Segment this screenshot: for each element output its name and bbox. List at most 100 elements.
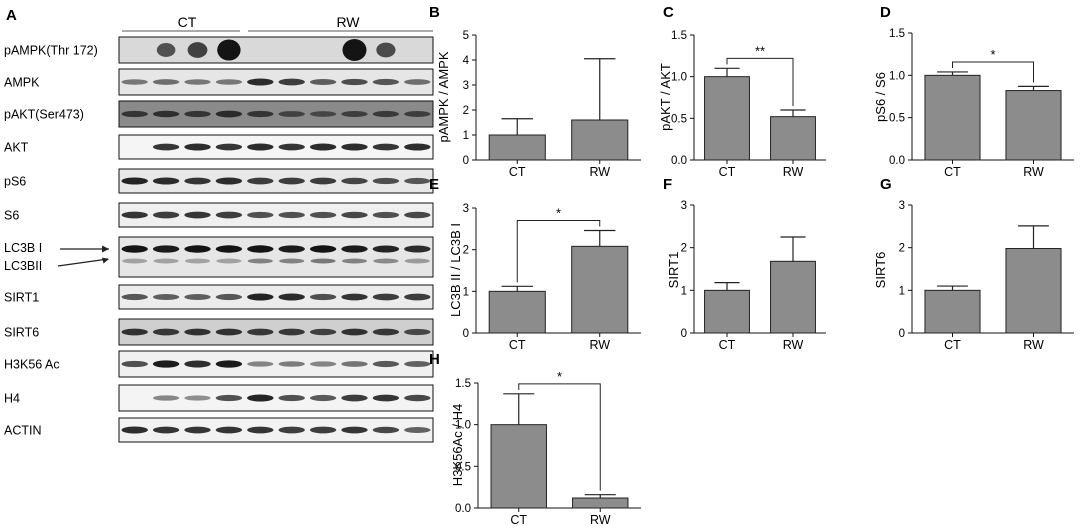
blot-band: [121, 426, 148, 434]
y-tick-label: 0.0: [671, 155, 687, 167]
blot-band-lower: [404, 258, 430, 264]
blot-band: [278, 426, 305, 434]
blot-strip: [118, 236, 434, 278]
bar: [924, 74, 981, 161]
blot-band: [404, 143, 431, 151]
chart-d: D 0.0 0.5 1.0 1.5 pS6 / S6 CT RW *: [873, 4, 1074, 179]
western-blot-panel: A CT RW pAMPK(Thr 172) AMPK pAKT(Ser473) AKT p…: [4, 7, 434, 443]
x-tick-label: RW: [783, 338, 804, 352]
y-tick-label: 1.0: [889, 70, 905, 82]
panel-letter-a: A: [6, 7, 17, 24]
blot-band: [152, 211, 180, 219]
blot-band: [372, 245, 400, 253]
chart-b: B 0 1 2 3 4 5 pAMPK / AMPK CT RW: [429, 4, 641, 179]
significance-bracket: [726, 57, 794, 106]
significance-label: **: [755, 43, 765, 58]
blot-band: [372, 211, 400, 219]
bar: [1005, 90, 1062, 161]
y-tick-label: 1: [681, 285, 687, 297]
blot-band: [184, 177, 211, 185]
bar: [924, 289, 981, 334]
blot-band: [247, 177, 274, 185]
blot-band: [372, 177, 400, 185]
blot-band: [341, 111, 368, 117]
y-tick-label: 2: [463, 105, 469, 117]
blot-band: [215, 426, 243, 434]
y-tick-label: 0: [681, 328, 687, 340]
blot-band: [309, 111, 337, 117]
blot-band-lower: [279, 258, 305, 264]
chart-g: G 0 1 2 3 SIRT6 CT RW: [873, 176, 1074, 352]
significance-bracket: [516, 220, 601, 283]
bar: [488, 134, 546, 161]
blot-label: S6: [4, 209, 19, 223]
panel-letter: D: [880, 4, 891, 21]
blot-label: pAMPK(Thr 172): [4, 44, 98, 58]
panel-letter: F: [663, 176, 672, 193]
bar: [704, 289, 750, 334]
blot-band: [152, 143, 180, 151]
y-tick-label: 1.5: [455, 378, 471, 390]
blot-band: [152, 294, 180, 300]
blot-band: [372, 78, 400, 86]
arrow-head: [102, 245, 109, 253]
group-label-rw: RW: [336, 14, 360, 30]
x-tick-label: CT: [510, 513, 527, 526]
y-tick-label: 1.5: [671, 30, 687, 42]
bar: [490, 424, 547, 509]
y-tick-label: 2: [681, 243, 687, 255]
blot-band: [404, 245, 431, 253]
panel-letter: E: [429, 176, 439, 193]
blot-band: [278, 245, 305, 253]
blot-band-lower: [247, 258, 273, 264]
blot-band: [247, 293, 274, 301]
blot-band: [309, 328, 337, 336]
blot-band: [278, 143, 305, 151]
blot-band: [404, 111, 431, 117]
y-axis-label: pAKT / AKT: [658, 63, 673, 131]
blot-band: [404, 427, 431, 433]
y-tick-label: 1: [463, 286, 469, 298]
blot-band: [121, 177, 148, 185]
significance-label: *: [990, 47, 995, 62]
blot-band: [217, 39, 241, 61]
blot-band: [404, 328, 431, 336]
blot-band: [247, 211, 274, 219]
y-tick-label: 0.5: [889, 113, 905, 125]
blot-band: [215, 328, 243, 336]
blot-band: [376, 42, 396, 58]
blot-band: [156, 43, 176, 57]
x-tick-label: CT: [509, 165, 526, 179]
bar: [572, 497, 629, 509]
bar: [571, 245, 629, 334]
blot-band: [309, 79, 337, 85]
blot-band: [121, 211, 148, 219]
blot-label: AMPK: [4, 76, 40, 90]
blot-band-lower: [373, 258, 399, 264]
blot-band: [404, 79, 431, 85]
blot-band: [215, 245, 243, 253]
arrow-head: [102, 257, 109, 264]
significance-label: *: [557, 369, 562, 384]
panel-letter: H: [429, 351, 440, 368]
blot-label: AKT: [4, 141, 29, 155]
blot-band: [215, 293, 243, 301]
blot-band: [184, 395, 211, 401]
y-axis-label: pAMPK / AMPK: [436, 51, 451, 142]
chart-h: H 0.0 0.5 1.0 1.5 H3K56Ac / H4 CT RW *: [429, 351, 641, 527]
bar: [770, 260, 816, 334]
bar: [770, 116, 816, 161]
blot-band-lower: [153, 258, 179, 264]
blot-band: [404, 177, 431, 185]
blot-band: [372, 328, 400, 336]
blot-band: [247, 143, 274, 151]
arrow-line: [57, 258, 109, 267]
y-tick-label: 3: [463, 203, 469, 215]
blot-label: SIRT1: [4, 291, 39, 305]
blot-band: [247, 361, 274, 367]
blot-band: [215, 79, 243, 85]
blot-label: ACTIN: [4, 424, 42, 438]
blot-band: [152, 79, 180, 85]
panel-letter: C: [663, 4, 674, 21]
